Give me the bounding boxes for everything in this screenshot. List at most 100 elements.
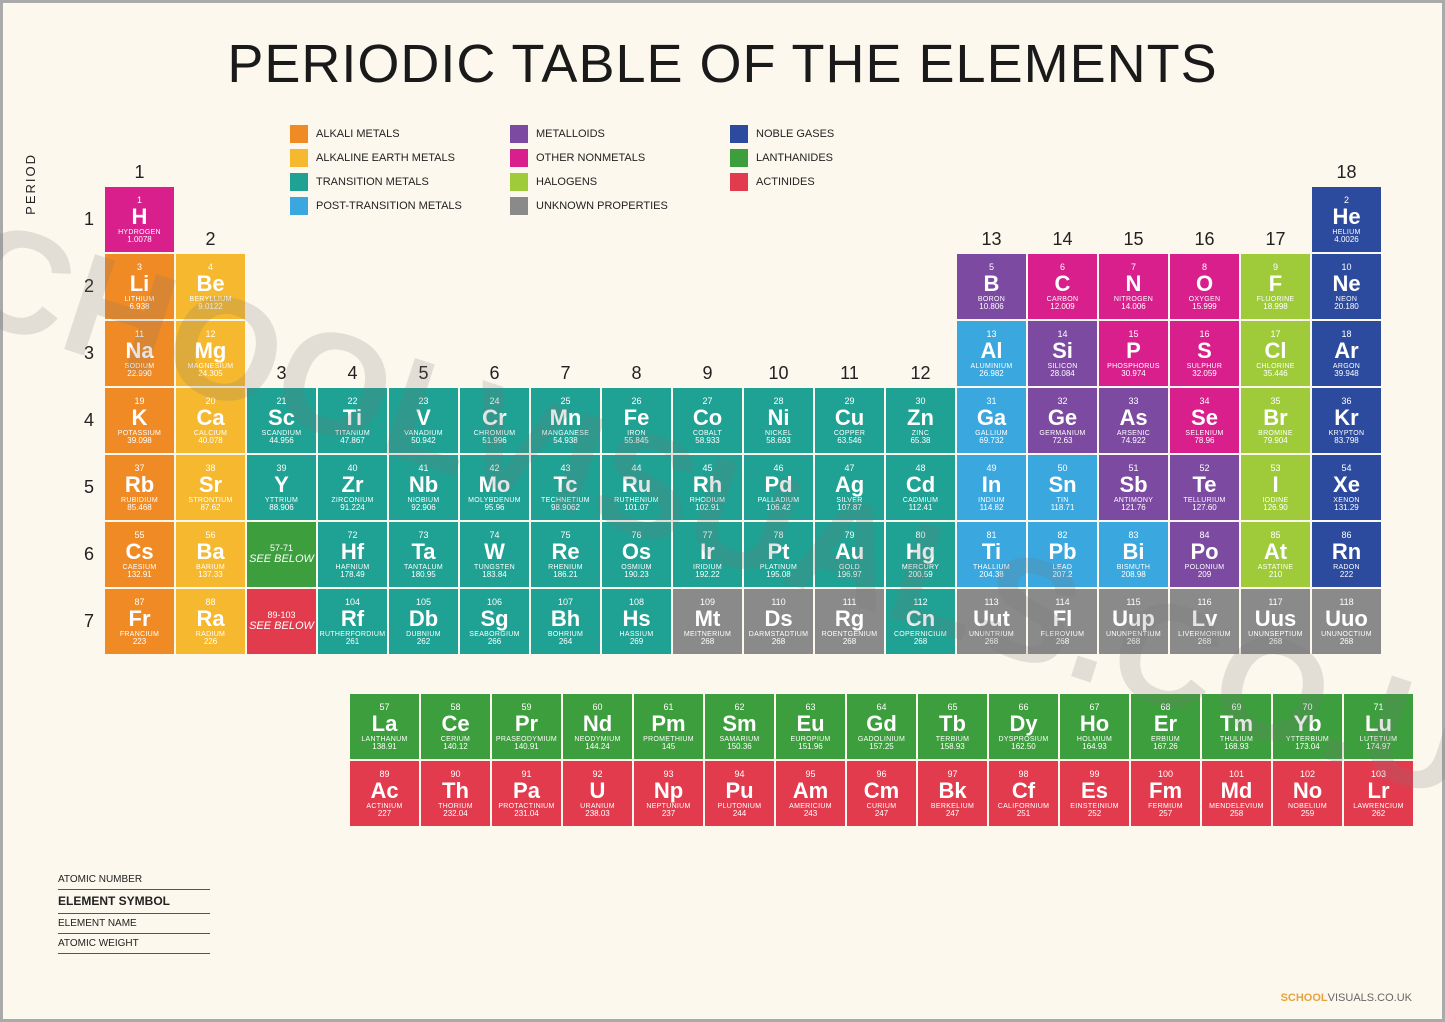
element-symbol: Sn [1028, 474, 1097, 496]
element-symbol: F [1241, 273, 1310, 295]
element-ir: 77 Ir IRIDIUM 192.22 [673, 522, 742, 587]
element-symbol: Te [1170, 474, 1239, 496]
element-sc: 21 Sc SCANDIUM 44.956 [247, 388, 316, 453]
element-symbol: Sb [1099, 474, 1168, 496]
atomic-weight: 72.63 [1028, 437, 1097, 445]
element-th: 90 Th THORIUM 232.04 [421, 761, 490, 826]
element-symbol: Fl [1028, 608, 1097, 630]
atomic-weight: 158.93 [918, 743, 987, 751]
element-symbol: Am [776, 780, 845, 802]
element-la: 57 La LANTHANUM 138.91 [350, 694, 419, 759]
atomic-weight: 140.91 [492, 743, 561, 751]
element-bk: 97 Bk BERKELIUM 247 [918, 761, 987, 826]
element-symbol: Ge [1028, 407, 1097, 429]
element-symbol: Lv [1170, 608, 1239, 630]
element-h: 1 H HYDROGEN 1.0078 [105, 187, 174, 252]
legend-item-alkaline: ALKALINE EARTH METALS [290, 149, 480, 167]
legend-swatch [510, 125, 528, 143]
atomic-weight: 14.006 [1099, 303, 1168, 311]
element-symbol: Ru [602, 474, 671, 496]
atomic-weight: 268 [744, 638, 813, 646]
element-rh: 45 Rh RHODIUM 102.91 [673, 455, 742, 520]
element-fe: 26 Fe IRON 55.845 [602, 388, 671, 453]
atomic-weight: 65.38 [886, 437, 955, 445]
f-block: 57 La LANTHANUM 138.9158 Ce CERIUM 140.1… [350, 694, 1402, 826]
element-ru: 44 Ru RUTHENIUM 101.07 [602, 455, 671, 520]
legend-item-noble: NOBLE GASES [730, 125, 920, 143]
element-symbol: Co [673, 407, 742, 429]
element-symbol: Cu [815, 407, 884, 429]
atomic-weight: 85.468 [105, 504, 174, 512]
element-pm: 61 Pm PROMETHIUM 145 [634, 694, 703, 759]
atomic-weight: 261 [318, 638, 387, 646]
element-u: 92 U URANIUM 238.03 [563, 761, 632, 826]
element-symbol: H [105, 206, 174, 228]
element-symbol: Pm [634, 713, 703, 735]
element-p: 15 P PHOSPHORUS 30.974 [1099, 321, 1168, 386]
group-number: 10 [744, 363, 813, 386]
element-symbol: Tc [531, 474, 600, 496]
atomic-weight: 6.938 [105, 303, 174, 311]
element-sr: 38 Sr STRONTIUM 87.62 [176, 455, 245, 520]
element-symbol: Zn [886, 407, 955, 429]
legend-label: TRANSITION METALS [316, 176, 429, 188]
element-symbol: Uut [957, 608, 1026, 630]
element-symbol: Nb [389, 474, 458, 496]
element-cr: 24 Cr CHROMIUM 51.996 [460, 388, 529, 453]
period-axis-label: PERIOD [23, 153, 38, 215]
element-symbol: Db [389, 608, 458, 630]
atomic-weight: 107.87 [815, 504, 884, 512]
element-symbol: V [389, 407, 458, 429]
element-symbol: Rn [1312, 541, 1381, 563]
element-np: 93 Np NEPTUNIUM 237 [634, 761, 703, 826]
element-symbol: Hs [602, 608, 671, 630]
element-symbol: Pa [492, 780, 561, 802]
atomic-weight: 262 [389, 638, 458, 646]
element-cl: 17 Cl CHLORINE 35.446 [1241, 321, 1310, 386]
atomic-weight: 207.2 [1028, 571, 1097, 579]
element-tm: 69 Tm THULIUM 168.93 [1202, 694, 1271, 759]
atomic-weight: 268 [1312, 638, 1381, 646]
element-ti: 22 Ti TITANIUM 47.867 [318, 388, 387, 453]
legend-swatch [510, 173, 528, 191]
element-symbol: Ti [957, 541, 1026, 563]
atomic-weight: 102.91 [673, 504, 742, 512]
element-pt: 78 Pt PLATINUM 195.08 [744, 522, 813, 587]
element-kr: 36 Kr KRYPTON 83.798 [1312, 388, 1381, 453]
element-symbol: Os [602, 541, 671, 563]
atomic-weight: 87.62 [176, 504, 245, 512]
atomic-weight: 92.906 [389, 504, 458, 512]
element-cd: 48 Cd CADMIUM 112.41 [886, 455, 955, 520]
period-number: 5 [75, 477, 103, 498]
element-symbol: Ba [176, 541, 245, 563]
element-symbol: P [1099, 340, 1168, 362]
period-number: 2 [75, 276, 103, 297]
element-symbol: Si [1028, 340, 1097, 362]
element-symbol: Pd [744, 474, 813, 496]
atomic-weight: 174.97 [1344, 743, 1413, 751]
atomic-weight: 132.91 [105, 571, 174, 579]
element-li: 3 Li LITHIUM 6.938 [105, 254, 174, 319]
element-se: 34 Se SELENIUM 78.96 [1170, 388, 1239, 453]
element-cn: 112 Cn COPERNICIUM 268 [886, 589, 955, 654]
atomic-weight: 78.96 [1170, 437, 1239, 445]
element-zr: 40 Zr ZIRCONIUM 91.224 [318, 455, 387, 520]
legend-label: ALKALINE EARTH METALS [316, 152, 455, 164]
atomic-weight: 24.305 [176, 370, 245, 378]
element-symbol: Gd [847, 713, 916, 735]
element-hg: 80 Hg MERCURY 200.59 [886, 522, 955, 587]
element-symbol: Pt [744, 541, 813, 563]
element-cs: 55 Cs CAESIUM 132.91 [105, 522, 174, 587]
key-atomic-number: ATOMIC NUMBER [58, 870, 210, 890]
element-symbol: Mt [673, 608, 742, 630]
group-number: 9 [673, 363, 742, 386]
element-symbol: Fe [602, 407, 671, 429]
element-symbol: Uus [1241, 608, 1310, 630]
element-symbol: Ir [673, 541, 742, 563]
element-na: 11 Na SODIUM 22.990 [105, 321, 174, 386]
atomic-weight: 210 [1241, 571, 1310, 579]
category-legend: ALKALI METALSMETALLOIDSNOBLE GASESALKALI… [290, 125, 920, 215]
atomic-weight: 266 [460, 638, 529, 646]
group-number: 17 [1241, 229, 1310, 252]
element-fm: 100 Fm FERMIUM 257 [1131, 761, 1200, 826]
